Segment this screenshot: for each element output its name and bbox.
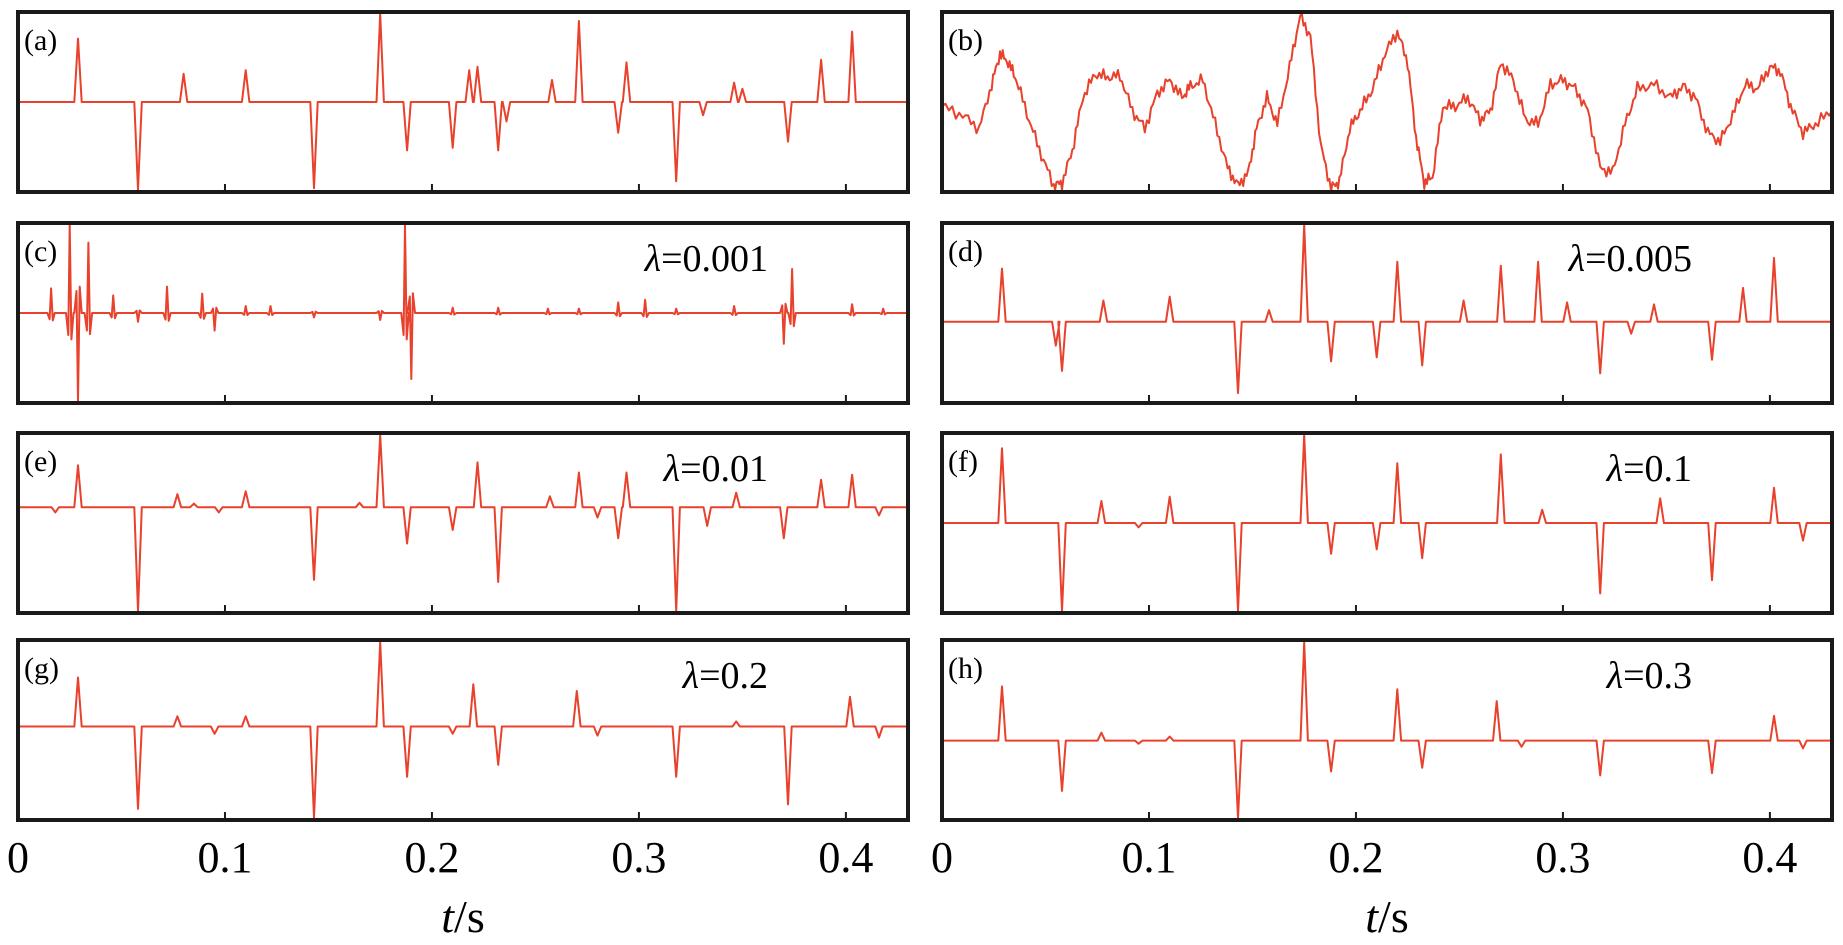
x-axis-title: t/s: [441, 891, 484, 942]
lambda-symbol: λ: [1568, 238, 1585, 280]
x-axis-title: t/s: [1365, 891, 1408, 942]
x-tick-label: 0.4: [1742, 833, 1797, 882]
panel-a: (a): [16, 10, 910, 194]
signal-trace: [942, 224, 1832, 395]
x-tick-label: 0: [7, 833, 29, 882]
signal-trace: [18, 434, 908, 612]
lambda-value: =0.001: [661, 238, 768, 280]
lambda-label: λ=0.001: [644, 238, 768, 280]
panel-f: (f) λ=0.1: [940, 431, 1834, 615]
panel-label: (c): [24, 235, 57, 268]
lambda-label: λ=0.01: [663, 448, 768, 490]
signal-trace: [18, 224, 908, 402]
lambda-symbol: λ: [682, 655, 699, 697]
panel-h: (h) λ=0.3 0 0.1 0.2 0.3 0.4 t/s: [931, 638, 1834, 942]
x-tick-label: 0.2: [1328, 833, 1383, 882]
lambda-value: =0.1: [1623, 448, 1692, 490]
x-tick-label: 0.4: [818, 833, 873, 882]
panel-frame: [940, 431, 1834, 615]
lambda-symbol: λ: [1606, 448, 1623, 490]
signal-trace: [942, 434, 1832, 612]
signal-trace: [942, 641, 1832, 819]
lambda-symbol: λ: [1606, 655, 1623, 697]
lambda-symbol: λ: [644, 238, 661, 280]
panel-c: (c) λ=0.001: [16, 221, 910, 405]
x-axis-variable: t: [1365, 891, 1379, 942]
x-axis-variable: t: [441, 891, 455, 942]
panel-frame: [940, 10, 1834, 194]
lambda-value: =0.005: [1585, 238, 1692, 280]
panel-label: (d): [948, 235, 983, 268]
panel-b: (b): [940, 10, 1834, 194]
x-tick-label: 0.3: [1535, 833, 1590, 882]
panel-label: (g): [24, 652, 59, 685]
panel-frame: [16, 221, 910, 405]
signal-trace: [942, 12, 1832, 192]
signal-trace: [18, 641, 908, 819]
x-axis-unit: /s: [1378, 891, 1409, 942]
panel-frame: [940, 638, 1834, 822]
panel-g: (g) λ=0.2 0 0.1 0.2 0.3 0.4 t/s: [7, 638, 910, 942]
panel-d: (d) λ=0.005: [940, 221, 1834, 405]
x-tick-label: 0.1: [197, 833, 252, 882]
lambda-label: λ=0.3: [1606, 655, 1692, 697]
panel-frame: [16, 431, 910, 615]
panel-frame: [940, 221, 1834, 405]
lambda-label: λ=0.2: [682, 655, 768, 697]
lambda-value: =0.2: [699, 655, 768, 697]
panel-label: (b): [948, 24, 983, 57]
lambda-value: =0.01: [680, 448, 768, 490]
panel-frame: [16, 10, 910, 194]
panel-label: (h): [948, 652, 983, 685]
x-tick-label: 0: [931, 833, 953, 882]
x-axis-unit: /s: [454, 891, 485, 942]
panel-label: (a): [24, 24, 57, 57]
x-tick-label: 0.3: [611, 833, 666, 882]
x-tick-label: 0.1: [1121, 833, 1176, 882]
panel-e: (e) λ=0.01: [16, 431, 910, 615]
lambda-symbol: λ: [663, 448, 680, 490]
x-tick-label: 0.2: [404, 833, 459, 882]
lambda-label: λ=0.005: [1568, 238, 1692, 280]
panel-label: (e): [24, 445, 57, 478]
panel-label: (f): [948, 445, 978, 478]
lambda-value: =0.3: [1623, 655, 1692, 697]
signal-trace: [18, 13, 908, 191]
panel-frame: [16, 638, 910, 822]
lambda-label: λ=0.1: [1606, 448, 1692, 490]
